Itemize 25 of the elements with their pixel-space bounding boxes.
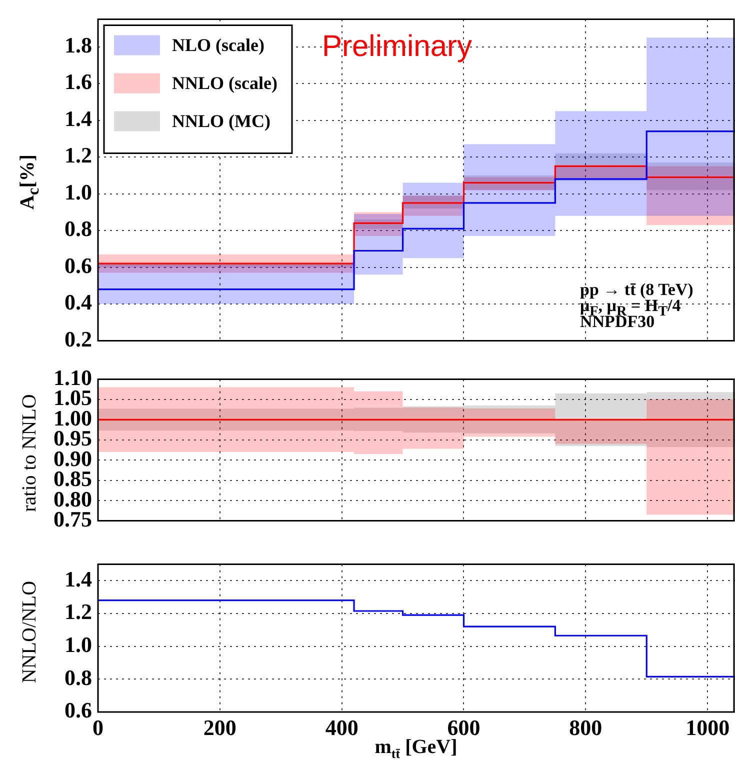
y-tick-label: 0.6 [64,698,92,723]
y-tick-label: 1.4 [64,106,92,131]
y-tick-label: 1.4 [64,566,92,592]
x-tick-label: 400 [325,714,358,740]
x-tick-label: 800 [569,714,602,740]
x-tick-label: 1000 [686,714,730,740]
y-axis-title: ratio to NNLO [18,394,42,512]
y-tick-label: 1.6 [64,69,92,94]
y-tick-label: 0.8 [64,664,92,690]
y-tick-label: 0.8 [64,216,92,242]
legend-label: NLO (scale) [172,34,264,55]
x-tick-label: 200 [203,714,236,740]
annotation: Preliminary [322,30,472,64]
y-tick-label: 0.6 [64,252,92,278]
legend-label: NNLO (MC) [172,110,270,131]
y-tick-label: 1.2 [64,142,92,168]
y-tick-label: 1.8 [64,32,92,58]
y-tick-label: 1.2 [64,599,92,624]
x-tick-label: 0 [92,714,104,740]
y-tick-label: 1.0 [64,179,92,204]
y-tick-label: 0.2 [64,326,92,352]
y-axis-title: NNLO/NLO [18,580,42,683]
y-tick-label: 0.4 [64,290,92,315]
y-tick-label: 1.0 [64,632,92,657]
legend-label: NNLO (scale) [172,72,278,93]
